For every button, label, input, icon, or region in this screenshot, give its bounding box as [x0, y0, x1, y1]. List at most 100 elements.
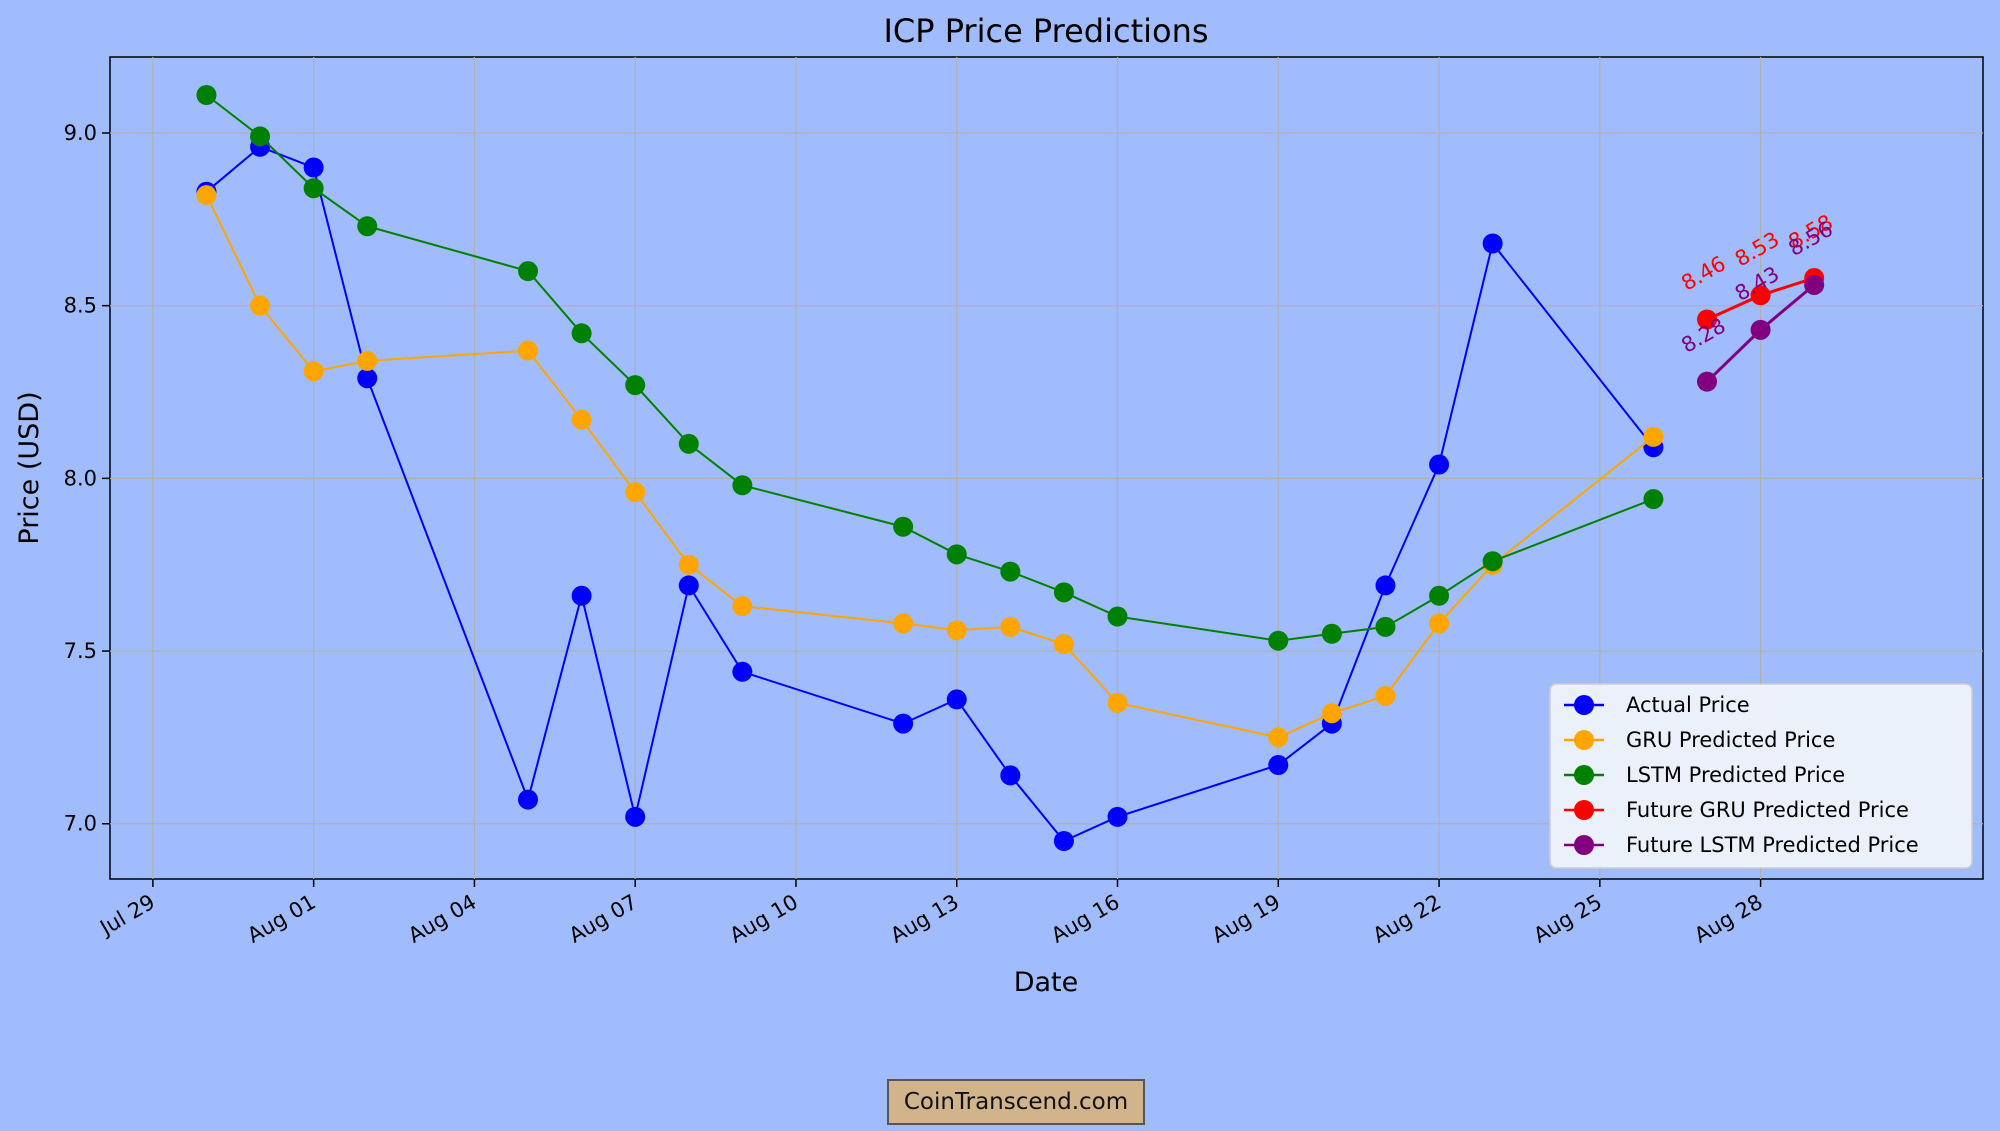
x-tick-label: Aug 19 [1208, 890, 1284, 948]
data-point [1268, 755, 1289, 776]
data-point [893, 613, 914, 634]
data-point [1268, 727, 1289, 748]
data-point [1429, 454, 1450, 475]
data-point [303, 178, 324, 199]
data-point [1053, 634, 1074, 655]
data-point [357, 368, 378, 389]
data-point [1321, 623, 1342, 644]
data-point [1375, 616, 1396, 637]
data-point [1643, 426, 1664, 447]
data-point [1268, 630, 1289, 651]
x-tick-label: Aug 10 [726, 890, 802, 948]
data-point [1053, 831, 1074, 852]
data-point [1000, 561, 1021, 582]
legend: Actual Price GRU Predicted Price LSTM Pred… [1549, 683, 1973, 869]
data-point [250, 126, 271, 147]
data-point [946, 544, 967, 565]
data-point [1482, 233, 1503, 254]
data-point [1107, 806, 1128, 827]
x-tick-label: Aug 16 [1047, 890, 1123, 948]
y-tick-label: 7.0 [64, 812, 97, 836]
data-point [571, 585, 592, 606]
series-gru-predicted-price [196, 185, 1664, 748]
chart-title: ICP Price Predictions [883, 12, 1208, 50]
data-point [1750, 319, 1771, 340]
data-point [1053, 582, 1074, 603]
data-point [357, 216, 378, 237]
data-point [1804, 274, 1825, 295]
legend-label: Future LSTM Predicted Price [1626, 833, 1919, 857]
legend-item-actual-price: Actual Price [1564, 693, 1750, 717]
series-lstm-predicted-price [196, 84, 1664, 651]
legend-swatch-marker [1574, 835, 1594, 855]
grid [110, 57, 1983, 879]
data-point [678, 554, 699, 575]
data-point [732, 596, 753, 617]
data-point [1000, 765, 1021, 786]
data-point [1107, 692, 1128, 713]
legend-label: LSTM Predicted Price [1626, 763, 1845, 787]
data-point [678, 575, 699, 596]
series-future-lstm-predicted-price [1697, 274, 1825, 392]
legend-swatch-marker [1574, 800, 1594, 820]
data-point [1000, 616, 1021, 637]
data-point [946, 689, 967, 710]
data-point [250, 295, 271, 316]
legend-item-lstm-predicted-price: LSTM Predicted Price [1564, 763, 1845, 787]
x-tick-label: Aug 07 [565, 890, 641, 948]
y-tick-label: 9.0 [64, 121, 97, 145]
series-line [205, 145, 1655, 843]
x-tick-label: Aug 25 [1529, 890, 1605, 948]
data-point [571, 409, 592, 430]
data-point [1482, 551, 1503, 572]
legend-swatch-marker [1574, 730, 1594, 750]
y-tick-label: 8.5 [64, 294, 97, 318]
legend-box [1549, 683, 1973, 869]
data-point [893, 516, 914, 537]
data-point [1429, 613, 1450, 634]
data-point [732, 475, 753, 496]
data-point [196, 84, 217, 105]
legend-label: Future GRU Predicted Price [1626, 798, 1909, 822]
data-point [1375, 575, 1396, 596]
data-point [357, 350, 378, 371]
legend-item-future-gru-predicted-price: Future GRU Predicted Price [1564, 798, 1909, 822]
data-point [303, 361, 324, 382]
data-point [1375, 685, 1396, 706]
x-tick-label: Jul 29 [94, 890, 159, 941]
legend-swatch-marker [1574, 765, 1594, 785]
data-point [625, 375, 646, 396]
x-axis-label: Date [1014, 967, 1079, 998]
y-tick-label: 7.5 [64, 639, 97, 663]
data-point [1697, 309, 1718, 330]
legend-label: GRU Predicted Price [1626, 728, 1835, 752]
watermark-badge: CoinTranscend.com [887, 1079, 1145, 1125]
data-point [1643, 489, 1664, 510]
data-point [1750, 285, 1771, 306]
data-point [1321, 703, 1342, 724]
data-point [303, 157, 324, 178]
legend-item-gru-predicted-price: GRU Predicted Price [1564, 728, 1835, 752]
data-point [1429, 585, 1450, 606]
data-point [518, 340, 539, 361]
data-point [518, 789, 539, 810]
x-tick-label: Aug 04 [404, 890, 480, 948]
series-layer [196, 84, 1825, 852]
x-tick-label: Aug 01 [243, 890, 319, 948]
data-point [678, 433, 699, 454]
x-tick-label: Aug 13 [886, 890, 962, 948]
data-point [732, 661, 753, 682]
legend-swatch-marker [1574, 695, 1594, 715]
data-point [518, 261, 539, 282]
data-point [196, 185, 217, 206]
data-point [1697, 371, 1718, 392]
legend-label: Actual Price [1626, 693, 1750, 717]
x-tick-label: Aug 22 [1369, 890, 1445, 948]
data-point [625, 806, 646, 827]
x-tick-label: Aug 28 [1690, 890, 1766, 948]
y-axis-label: Price (USD) [14, 391, 45, 544]
data-point [946, 620, 967, 641]
y-tick-label: 8.0 [64, 466, 97, 490]
data-point [625, 482, 646, 503]
